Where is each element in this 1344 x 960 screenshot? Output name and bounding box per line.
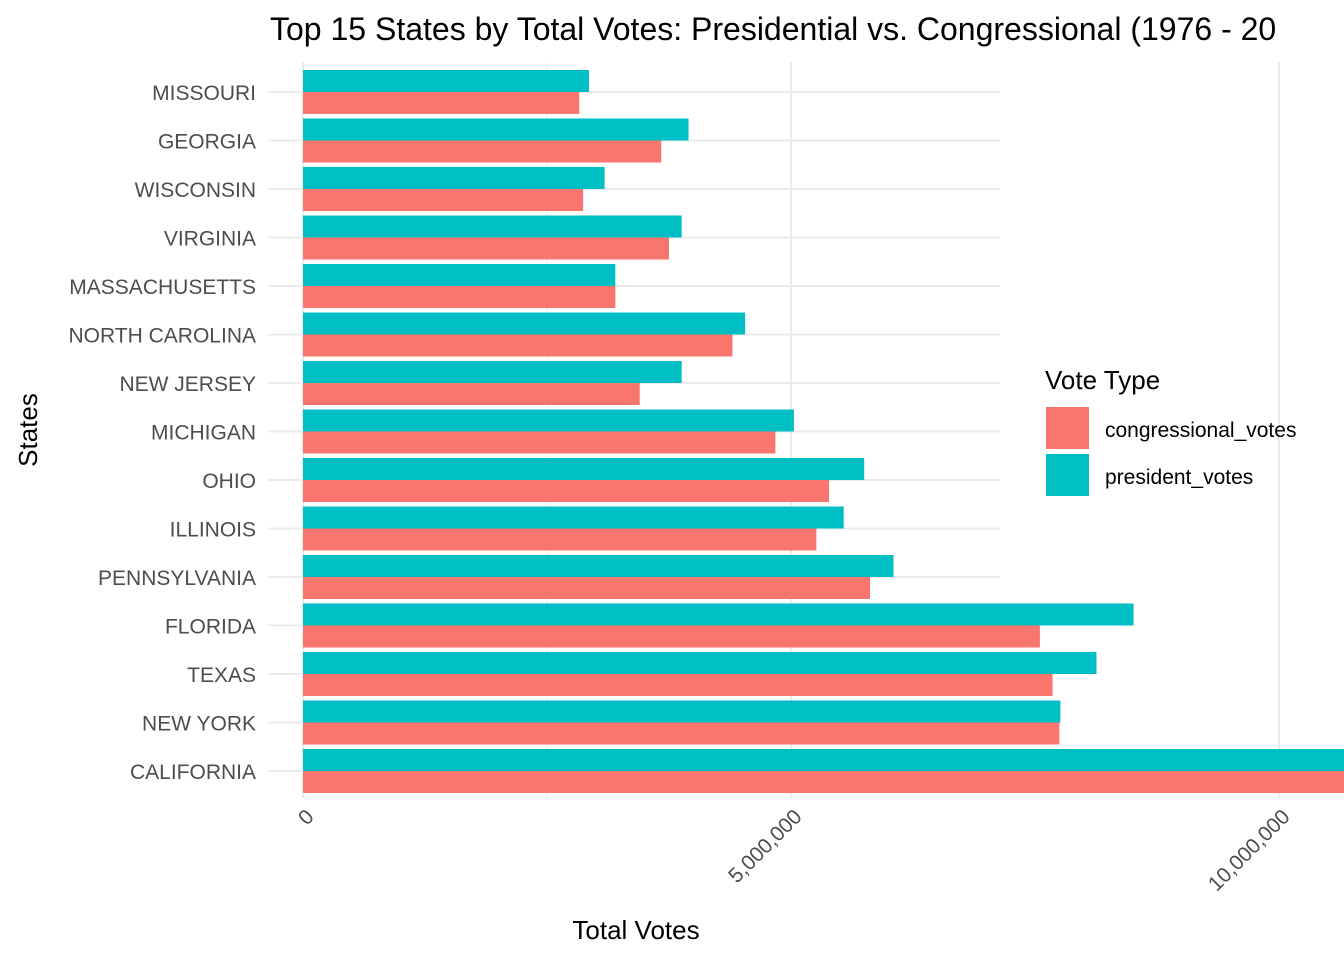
bar-president-votes bbox=[303, 555, 894, 577]
bar-president-votes bbox=[303, 409, 794, 432]
y-tick-label: WISCONSIN bbox=[135, 179, 256, 202]
plot-bars bbox=[303, 70, 1344, 793]
x-tick-label: 0 bbox=[294, 805, 319, 830]
bar-president-votes bbox=[303, 458, 865, 480]
bar-congressional-votes bbox=[303, 383, 640, 405]
legend: Vote Type congressional_votes president_v… bbox=[1045, 365, 1296, 496]
bar-president-votes bbox=[303, 749, 1344, 771]
bar-congressional-votes bbox=[303, 237, 669, 260]
legend-label: congressional_votes bbox=[1105, 419, 1296, 442]
y-tick-label: VIRGINIA bbox=[164, 228, 256, 251]
bar-congressional-votes bbox=[303, 674, 1053, 696]
bar-congressional-votes bbox=[303, 286, 616, 308]
y-tick-label: OHIO bbox=[202, 470, 256, 493]
legend-key bbox=[1046, 454, 1089, 496]
bar-president-votes bbox=[303, 603, 1134, 626]
y-tick-label: ILLINOIS bbox=[170, 519, 256, 542]
bar-congressional-votes bbox=[303, 140, 662, 163]
bar-congressional-votes bbox=[303, 771, 1344, 793]
y-tick-label: PENNSYLVANIA bbox=[98, 567, 256, 590]
bar-congressional-votes bbox=[303, 334, 733, 357]
bar-president-votes bbox=[303, 506, 844, 529]
legend-label: president_votes bbox=[1105, 466, 1253, 489]
y-tick-label: CALIFORNIA bbox=[130, 761, 256, 784]
y-tick-label: FLORIDA bbox=[165, 616, 256, 639]
bar-president-votes bbox=[303, 700, 1061, 723]
y-axis-title: States bbox=[13, 393, 43, 467]
bar-president-votes bbox=[303, 215, 682, 238]
chart-title: Top 15 States by Total Votes: Presidenti… bbox=[270, 11, 1276, 47]
bar-president-votes bbox=[303, 264, 616, 286]
x-tick-label: 5,000,000 bbox=[724, 805, 806, 887]
bar-president-votes bbox=[303, 118, 689, 141]
y-tick-label: MICHIGAN bbox=[151, 422, 256, 445]
bar-president-votes bbox=[303, 167, 605, 189]
y-tick-label: NEW YORK bbox=[142, 713, 256, 736]
y-tick-label: NEW JERSEY bbox=[119, 373, 256, 396]
bar-president-votes bbox=[303, 312, 746, 335]
bar-congressional-votes bbox=[303, 92, 580, 114]
bar-congressional-votes bbox=[303, 528, 817, 551]
bar-congressional-votes bbox=[303, 577, 871, 599]
y-tick-label: GEORGIA bbox=[158, 131, 256, 154]
legend-key bbox=[1046, 407, 1089, 449]
bar-congressional-votes bbox=[303, 625, 1040, 648]
bar-congressional-votes bbox=[303, 480, 830, 502]
y-tick-label: MASSACHUSETTS bbox=[69, 276, 256, 299]
x-axis-title: Total Votes bbox=[572, 915, 699, 945]
bar-congressional-votes bbox=[303, 431, 776, 454]
legend-title: Vote Type bbox=[1045, 365, 1160, 395]
bar-president-votes bbox=[303, 70, 589, 92]
y-axis-tick-labels: MISSOURI GEORGIA WISCONSIN VIRGINIA MASSACHU… bbox=[69, 82, 256, 784]
y-tick-label: NORTH CAROLINA bbox=[69, 325, 256, 348]
bar-congressional-votes bbox=[303, 189, 584, 211]
x-tick-label: 10,000,000 bbox=[1204, 805, 1295, 896]
legend-items: congressional_votes president_votes bbox=[1046, 407, 1296, 496]
bar-president-votes bbox=[303, 652, 1097, 674]
x-axis-tick-labels: 0 5,000,000 10,000,000 bbox=[294, 805, 1295, 896]
bar-congressional-votes bbox=[303, 722, 1060, 745]
y-tick-label: MISSOURI bbox=[152, 82, 256, 105]
y-tick-label: TEXAS bbox=[187, 664, 256, 687]
bar-president-votes bbox=[303, 361, 682, 383]
